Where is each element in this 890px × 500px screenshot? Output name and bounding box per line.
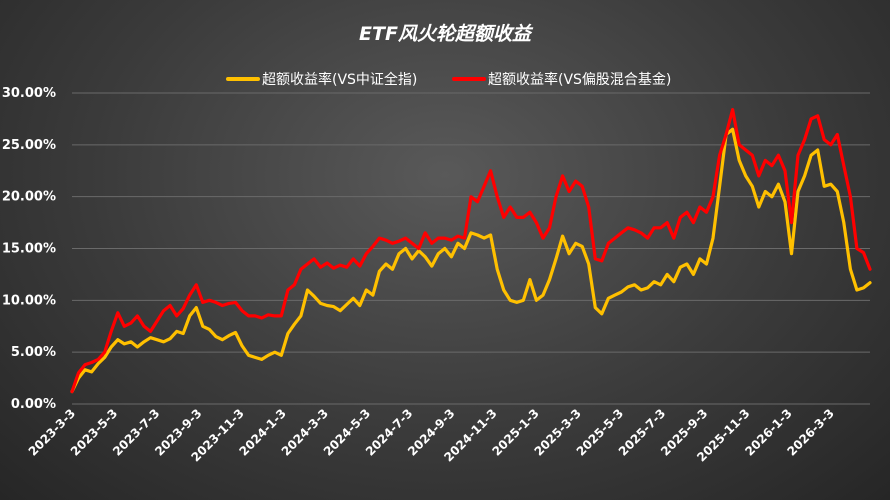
y-tick-label: 15.00%	[2, 242, 56, 257]
legend-label: 超额收益率(VS中证全指)	[262, 71, 417, 88]
y-tick-label: 25.00%	[2, 138, 56, 153]
legend-label: 超额收益率(VS偏股混合基金)	[488, 71, 671, 88]
y-tick-label: 5.00%	[11, 345, 56, 360]
y-tick-label: 30.00%	[2, 86, 56, 101]
chart-title: ETF风火轮超额收益	[359, 23, 534, 45]
y-tick-label: 0.00%	[11, 397, 56, 412]
series-line	[70, 108, 872, 394]
y-tick-label: 10.00%	[2, 293, 56, 308]
series-line	[70, 127, 872, 394]
y-tick-label: 20.00%	[2, 190, 56, 205]
